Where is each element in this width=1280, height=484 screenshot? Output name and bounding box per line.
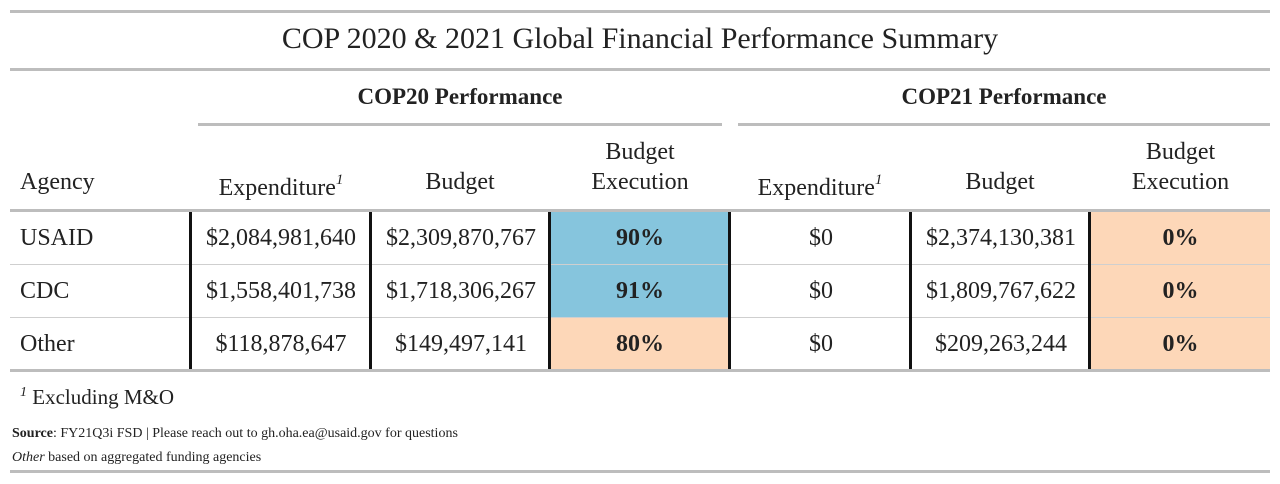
cell-cop21-expenditure: $0: [809, 331, 833, 357]
cell-cop20-budget: $1,718,306,267: [386, 278, 536, 304]
column-border: [369, 212, 372, 369]
row-divider: [10, 317, 1270, 318]
cell-cop20-budget: $2,309,870,767: [386, 225, 536, 251]
table-bottom-rule: [10, 369, 1270, 372]
header-cop21-budget: Budget: [965, 169, 1035, 195]
group-rule-cop21: [738, 123, 1270, 126]
source-note: Source: FY21Q3i FSD | Please reach out t…: [12, 426, 458, 441]
header-rule: [10, 209, 1270, 212]
column-border: [1088, 212, 1091, 369]
cell-cop20-execution: 80%: [551, 318, 729, 370]
cell-cop21-budget: $1,809,767,622: [926, 278, 1076, 304]
cell-cop20-budget: $149,497,141: [395, 331, 527, 357]
header-cop20-budget: Budget: [425, 169, 495, 195]
group-header-cop20: COP20 Performance: [357, 84, 563, 109]
row-divider: [10, 264, 1270, 265]
header-cop20-budget-execution: Budget Execution: [591, 139, 689, 195]
title-rule: [10, 68, 1270, 71]
cell-cop20-expenditure: $118,878,647: [215, 331, 347, 357]
cell-cop21-budget: $2,374,130,381: [926, 225, 1076, 251]
cell-agency: Other: [20, 331, 75, 357]
cell-agency: CDC: [20, 278, 70, 304]
cell-cop21-budget: $209,263,244: [935, 331, 1067, 357]
column-border: [728, 212, 731, 369]
cell-cop21-expenditure: $0: [809, 225, 833, 251]
cell-cop21-execution: 0%: [1091, 265, 1270, 317]
cell-cop20-expenditure: $1,558,401,738: [206, 278, 356, 304]
column-border: [189, 212, 192, 369]
footnote-excluding: 1 Excluding M&O: [20, 385, 174, 409]
cell-cop20-expenditure: $2,084,981,640: [206, 225, 356, 251]
header-agency: Agency: [20, 169, 95, 195]
column-border: [909, 212, 912, 369]
cell-cop21-expenditure: $0: [809, 278, 833, 304]
bottom-rule: [10, 470, 1270, 473]
cell-agency: USAID: [20, 225, 94, 251]
cell-cop21-execution: 0%: [1091, 318, 1270, 370]
top-rule: [10, 10, 1270, 13]
header-cop21-expenditure: Expenditure1: [757, 172, 883, 201]
header-cop21-budget-execution: Budget Execution: [1131, 139, 1230, 195]
cell-cop21-execution: 0%: [1091, 212, 1270, 264]
table-title: COP 2020 & 2021 Global Financial Perform…: [281, 22, 999, 55]
column-border: [548, 212, 551, 369]
cell-cop20-execution: 90%: [551, 212, 729, 264]
group-header-cop21: COP21 Performance: [901, 84, 1107, 109]
group-rule-cop20: [198, 123, 722, 126]
header-cop20-expenditure: Expenditure1: [218, 172, 344, 201]
cell-cop20-execution: 91%: [551, 265, 729, 317]
other-note: Other based on aggregated funding agenci…: [12, 450, 262, 465]
